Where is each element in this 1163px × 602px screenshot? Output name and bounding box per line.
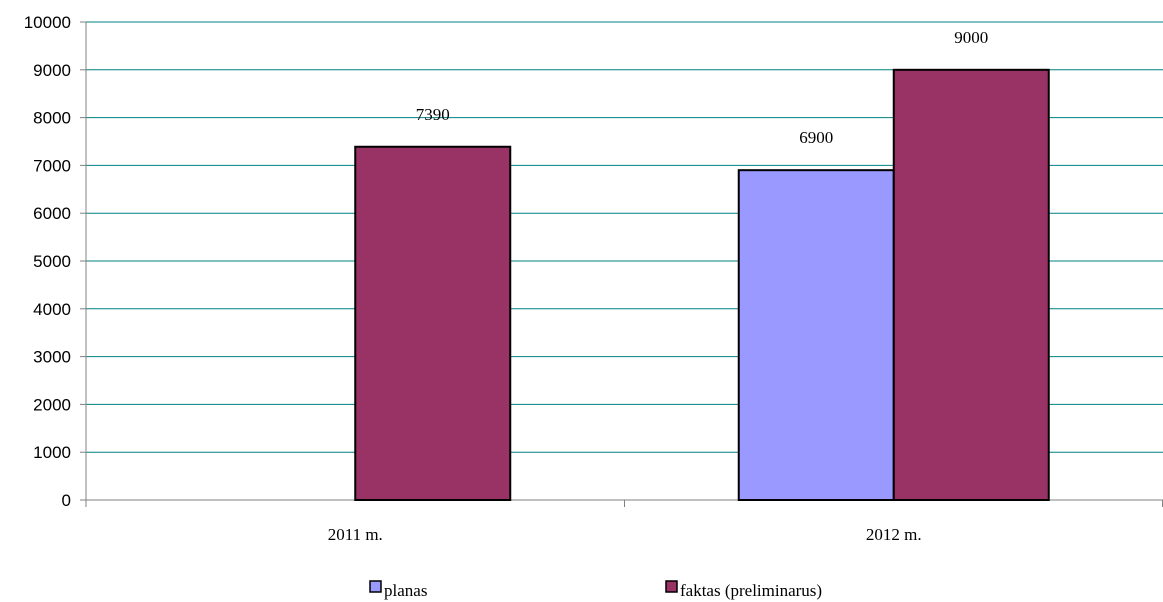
- data-label: 7390: [416, 105, 450, 124]
- x-tick-label: 2011 m.: [328, 525, 383, 544]
- x-axis-tick-labels: 2011 m. 2012 m.: [328, 525, 922, 544]
- y-tick-label: 2000: [33, 395, 71, 414]
- y-axis-tick-labels: 0 1000 2000 3000 4000 5000 6000 7000 8000 9000 100…: [24, 13, 71, 510]
- data-label: 6900: [799, 128, 833, 147]
- y-tick-label: 4000: [33, 300, 71, 319]
- bar: [354, 145, 512, 501]
- y-tick-label: 5000: [33, 252, 71, 271]
- bars: [354, 68, 1050, 502]
- y-tick-label: 3000: [33, 348, 71, 367]
- legend-swatch: [665, 580, 678, 593]
- legend-swatch: [369, 580, 382, 593]
- legend: planas faktas (preliminarus): [369, 580, 822, 600]
- y-tick-label: 8000: [33, 109, 71, 128]
- bar: [892, 68, 1050, 502]
- data-labels: 7390 6900 9000: [416, 28, 989, 147]
- y-tick-label: 1000: [33, 443, 71, 462]
- y-tick-label: 9000: [33, 61, 71, 80]
- gridlines: [86, 21, 1163, 453]
- bar: [737, 169, 895, 501]
- y-tick-label: 7000: [33, 156, 71, 175]
- x-tick-label: 2012 m.: [866, 525, 922, 544]
- y-tick-label: 10000: [24, 13, 71, 32]
- legend-label: planas: [384, 581, 427, 600]
- legend-label: faktas (preliminarus): [680, 581, 822, 600]
- y-tick-label: 0: [62, 491, 71, 510]
- data-label: 9000: [954, 28, 988, 47]
- y-tick-label: 6000: [33, 204, 71, 223]
